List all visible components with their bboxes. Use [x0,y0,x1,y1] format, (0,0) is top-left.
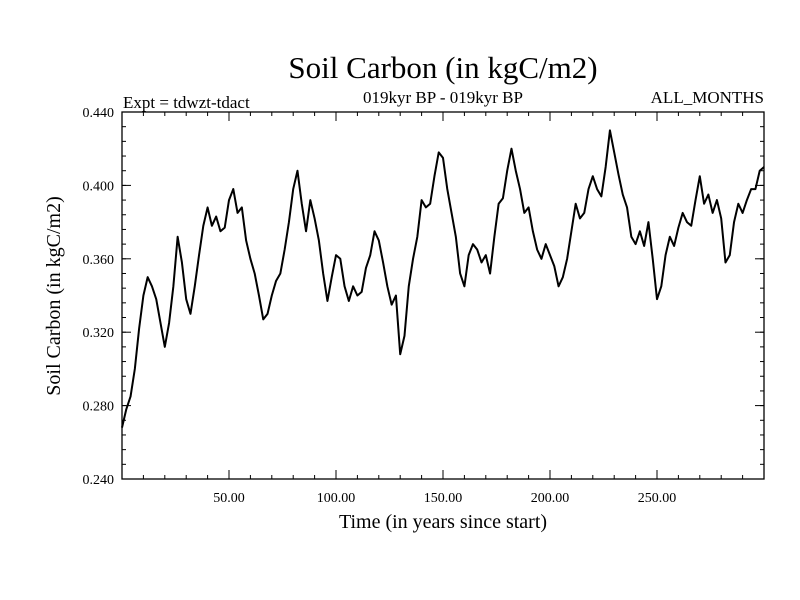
chart-title: Soil Carbon (in kgC/m2) [288,50,597,85]
x-tick-label: 150.00 [424,491,463,506]
soil-carbon-series-line [121,129,765,428]
y-tick-label: 0.280 [83,400,115,415]
period-label: 019kyr BP - 019kyr BP [363,88,523,107]
y-tick-label: 0.440 [83,106,115,121]
axis-tick-labels: 50.00 100.00 150.00 200.00 250.00 0.240 0.280 0… [83,106,677,506]
x-tick-label: 100.00 [317,491,356,506]
x-tick-label: 250.00 [638,491,677,506]
y-tick-label: 0.360 [83,253,115,268]
x-tick-label: 200.00 [531,491,570,506]
y-tick-label: 0.240 [83,473,115,488]
y-axis-label: Soil Carbon (in kgC/m2) [43,196,65,395]
x-tick-label: 50.00 [213,491,245,506]
experiment-label: Expt = tdwzt-tdact [123,93,250,112]
months-label: ALL_MONTHS [651,88,764,107]
axis-ticks [122,111,764,480]
y-tick-label: 0.400 [83,179,115,194]
plot-frame [121,111,765,480]
y-tick-label: 0.320 [83,326,115,341]
x-axis-label: Time (in years since start) [339,511,547,533]
